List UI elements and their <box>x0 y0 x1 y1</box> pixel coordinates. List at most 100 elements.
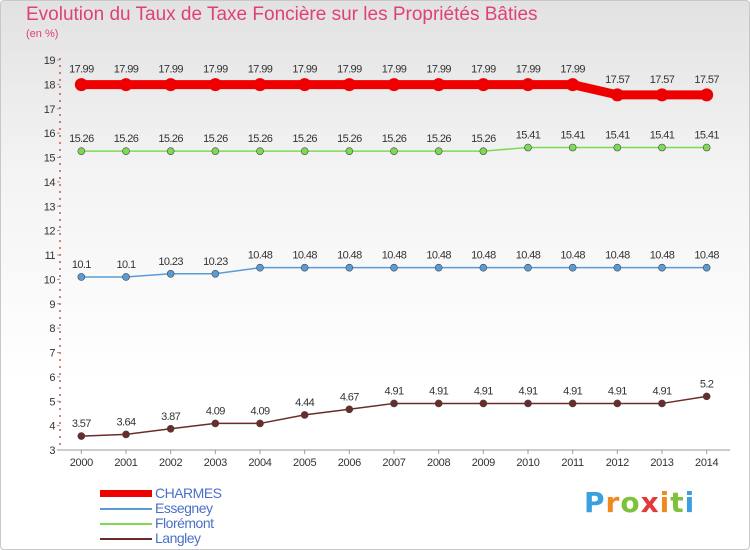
data-label-charmes: 17.99 <box>471 64 496 76</box>
data-point-floremont <box>77 147 86 155</box>
data-point-floremont <box>345 147 354 155</box>
data-label-langley: 4.91 <box>563 385 582 397</box>
data-label-essegney: 10.1 <box>72 259 91 271</box>
data-point-essegney <box>434 263 443 272</box>
data-point-charmes <box>342 78 356 92</box>
data-label-langley: 4.91 <box>652 385 671 397</box>
data-label-essegney: 10.23 <box>203 256 228 268</box>
data-point-floremont <box>390 147 398 155</box>
legend-label-essegney: Essegney <box>155 500 213 516</box>
data-label-charmes: 17.99 <box>69 64 94 76</box>
data-label-floremont: 15.26 <box>114 133 139 145</box>
data-point-floremont <box>568 143 577 152</box>
data-label-langley: 4.91 <box>608 385 627 397</box>
x-tick-label: 2004 <box>248 457 271 469</box>
data-point-charmes <box>655 88 669 102</box>
data-point-essegney <box>702 263 711 272</box>
data-point-essegney <box>613 263 622 272</box>
y-tick-label: 3 <box>49 445 55 457</box>
data-label-floremont: 15.26 <box>248 133 273 145</box>
chart-subtitle: (en %) <box>26 28 59 40</box>
data-label-floremont: 15.41 <box>650 130 675 142</box>
data-point-floremont <box>211 147 220 155</box>
data-label-charmes: 17.99 <box>516 64 541 76</box>
x-tick-label: 2008 <box>427 457 450 469</box>
y-tick-label: 11 <box>45 250 56 262</box>
data-point-essegney <box>658 263 666 272</box>
x-tick-label: 2014 <box>695 457 718 469</box>
legend-label-floremont: Florémont <box>155 515 214 531</box>
data-point-langley <box>702 392 711 401</box>
y-tick-label: 15 <box>44 153 56 165</box>
data-point-langley <box>390 399 398 408</box>
data-label-charmes: 17.99 <box>158 64 183 76</box>
data-point-charmes <box>164 78 178 92</box>
data-label-essegney: 10.48 <box>605 250 630 262</box>
data-point-charmes <box>74 78 88 92</box>
y-tick-label: 12 <box>44 226 56 238</box>
data-label-essegney: 10.48 <box>382 250 407 262</box>
data-point-essegney <box>122 273 130 281</box>
data-label-essegney: 10.23 <box>158 256 183 268</box>
data-label-charmes: 17.99 <box>248 64 273 76</box>
data-point-floremont <box>434 147 443 155</box>
data-point-langley <box>300 411 309 419</box>
data-point-essegney <box>390 263 398 272</box>
data-point-charmes <box>253 78 267 92</box>
data-label-essegney: 10.48 <box>471 250 496 262</box>
data-label-charmes: 17.99 <box>426 64 451 76</box>
y-tick-label: 10 <box>44 274 56 286</box>
data-point-floremont <box>479 147 488 155</box>
x-tick-label: 2001 <box>114 457 137 469</box>
y-tick-label: 4 <box>49 421 55 433</box>
y-tick-label: 14 <box>44 177 56 189</box>
data-point-charmes <box>610 88 624 102</box>
data-label-langley: 4.91 <box>474 385 493 397</box>
data-point-floremont <box>702 143 711 152</box>
data-point-floremont <box>256 147 264 155</box>
data-label-essegney: 10.48 <box>426 250 451 262</box>
data-point-langley <box>77 432 86 440</box>
legend-swatch-charmes <box>100 490 152 497</box>
data-label-essegney: 10.48 <box>650 250 675 262</box>
legend-label-langley: Langley <box>155 530 201 546</box>
data-point-langley <box>524 399 532 408</box>
data-label-charmes: 17.99 <box>292 64 317 76</box>
proxiti-logo: Proxiti <box>584 486 696 519</box>
data-label-charmes: 17.99 <box>382 64 407 76</box>
data-point-langley <box>211 419 220 428</box>
data-point-charmes <box>387 78 401 92</box>
data-label-floremont: 15.26 <box>69 133 94 145</box>
x-tick-label: 2012 <box>606 457 629 469</box>
x-tick-label: 2006 <box>338 457 361 469</box>
data-label-floremont: 15.41 <box>560 130 585 142</box>
data-label-langley: 5.2 <box>700 378 714 390</box>
x-tick-label: 2005 <box>293 457 316 469</box>
data-label-charmes: 17.57 <box>694 74 719 86</box>
data-point-charmes <box>432 78 446 92</box>
y-tick-label: 7 <box>49 348 55 360</box>
y-tick-label: 8 <box>49 323 55 335</box>
x-tick-label: 2010 <box>516 457 539 469</box>
data-label-floremont: 15.26 <box>382 133 407 145</box>
data-point-floremont <box>166 147 175 155</box>
x-tick-label: 2011 <box>561 457 584 469</box>
data-point-floremont <box>658 143 666 152</box>
data-point-charmes <box>521 78 535 92</box>
data-label-langley: 3.57 <box>72 418 91 430</box>
y-tick-label: 5 <box>49 396 55 408</box>
data-point-charmes <box>476 78 490 92</box>
data-point-essegney <box>524 263 532 272</box>
x-tick-label: 2000 <box>70 457 93 469</box>
data-point-langley <box>166 424 175 433</box>
data-point-floremont <box>613 143 622 152</box>
x-tick-label: 2009 <box>472 457 495 469</box>
y-tick-label: 17 <box>44 104 56 116</box>
data-label-essegney: 10.1 <box>116 259 135 271</box>
data-point-essegney <box>479 263 488 272</box>
data-point-floremont <box>524 143 532 152</box>
data-point-essegney <box>211 269 220 278</box>
data-label-floremont: 15.26 <box>426 133 451 145</box>
data-label-essegney: 10.48 <box>292 250 317 262</box>
